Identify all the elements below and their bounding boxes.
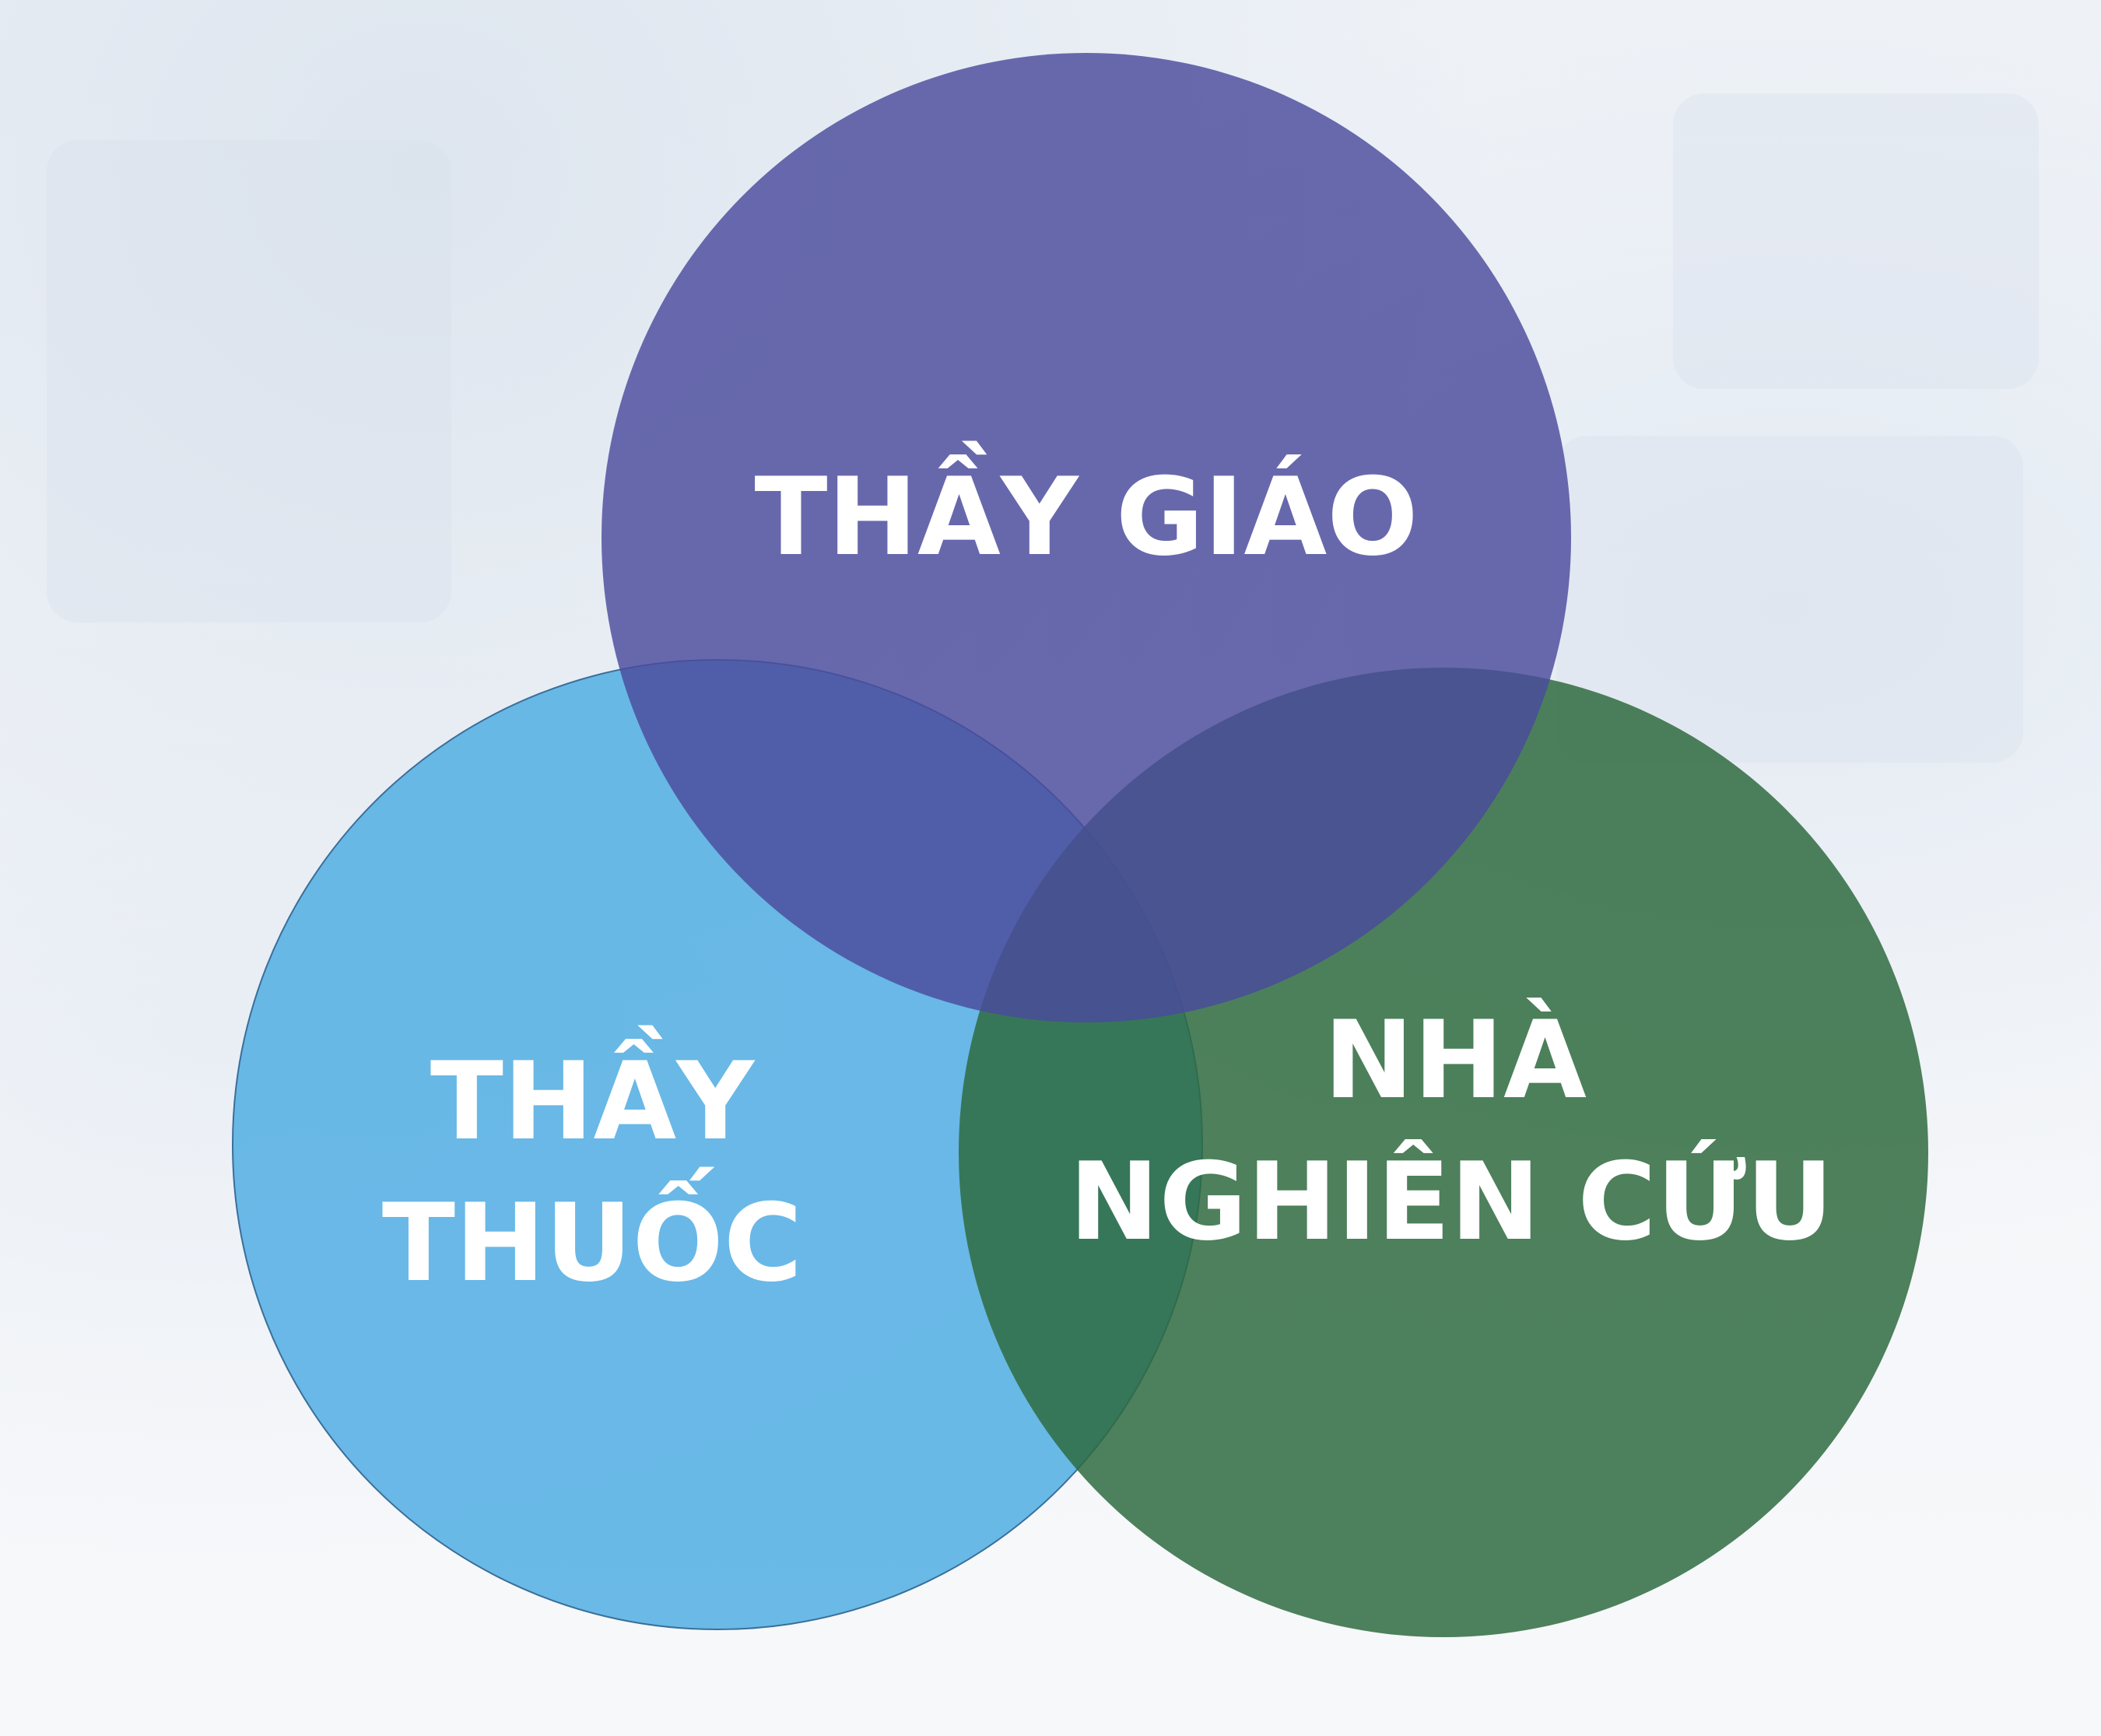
background-blur-shape — [1673, 93, 2039, 389]
label-doctor-line2: THUỐC — [382, 1167, 802, 1306]
label-researcher-line2: NGHIÊN CỨU — [1069, 1139, 1833, 1264]
label-teacher: THẦY GIÁO — [754, 441, 1418, 580]
label-researcher-line1: NHÀ — [1324, 998, 1587, 1123]
circle-teacher — [602, 53, 1571, 1022]
background-blur-shape — [47, 140, 451, 623]
label-doctor-line1: THẦY — [430, 1026, 756, 1164]
